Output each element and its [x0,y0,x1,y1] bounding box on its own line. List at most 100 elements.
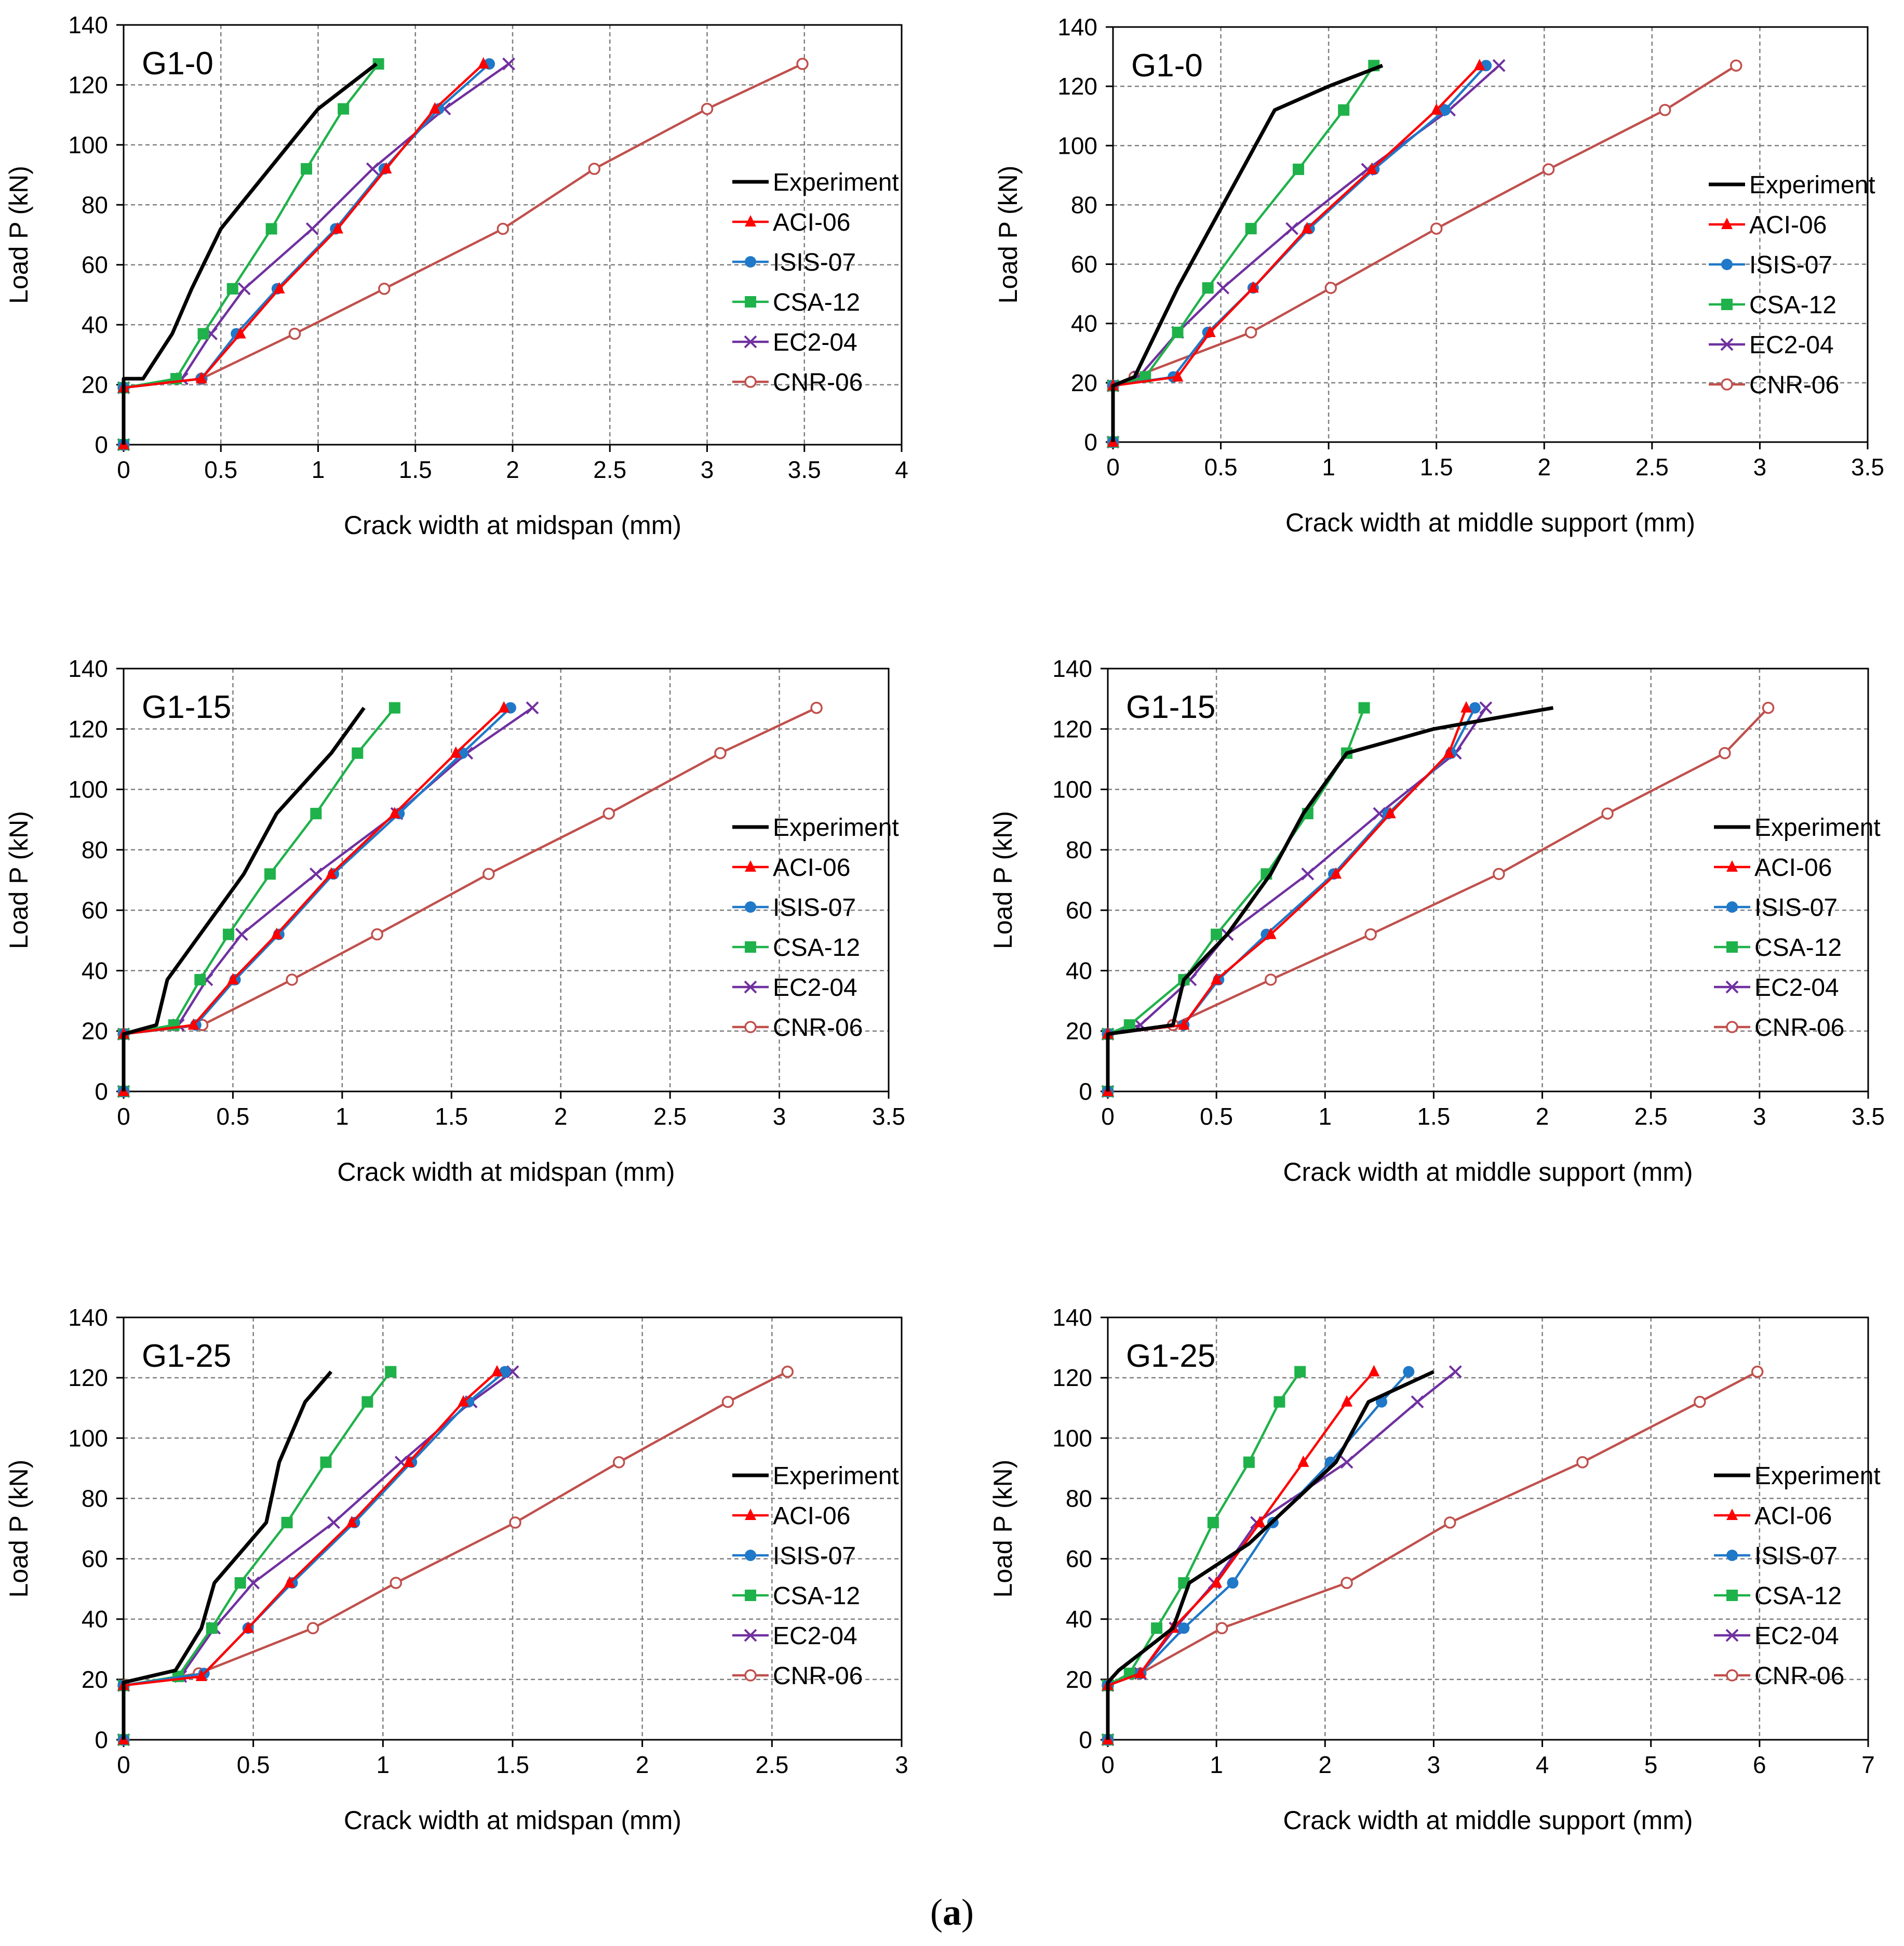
x-tick-label: 0.5 [237,1751,270,1778]
chart-panel-6: 0 1 2 3 4 5 6 7 0 20 40 60 80 100 120 140 Crack width at… [988,1304,1881,1835]
data-point [325,867,337,879]
legend-item-experiment: Experiment [732,1462,899,1490]
legend: Experiment ACI-06 ISIS-07 CSA-12 EC2-04 CNR-0… [1714,814,1881,1042]
data-point [242,1621,254,1633]
data-point [1659,104,1671,116]
data-point [1411,1395,1424,1409]
chart-panel-2: 0 0.5 1 1.5 2 2.5 3 3.5 0 20 40 60 80 100 120 140 Crack … [994,14,1884,537]
data-point [1123,1019,1135,1031]
data-point [1245,223,1257,235]
series-line [122,62,378,445]
legend-marker [1726,1509,1738,1520]
series-csa-12 [118,58,384,450]
x-tick-label: 4 [1536,1751,1549,1778]
legend-marker [745,215,756,226]
data-point [352,747,364,759]
series-line [122,707,366,1091]
data-point [1694,1395,1706,1408]
series-line [122,707,817,1091]
legend-item-ec2-04: EC2-04 [732,974,857,1002]
legend-item-ec2-04: EC2-04 [1709,331,1834,359]
series-csa-12 [1102,702,1370,1097]
legend-item-cnr-06: CNR-06 [732,1014,863,1042]
data-point [1324,282,1337,294]
data-point [1243,1456,1255,1468]
x-tick-label: 0.5 [204,456,237,483]
legend-item-experiment: Experiment [1709,171,1875,199]
legend-label: EC2-04 [1749,331,1834,359]
series-csa-12 [1102,1366,1306,1745]
legend-label: Experiment [773,169,899,196]
legend-marker [1726,1021,1738,1033]
x-tick-label: 0.5 [1200,1103,1233,1130]
legend-item-ec2-04: EC2-04 [732,1622,857,1650]
legend-label: Experiment [1754,814,1881,842]
data-point [1293,163,1305,175]
legend-label: CSA-12 [773,289,860,316]
x-tick-label: 3 [895,1751,908,1778]
data-point [1204,325,1216,337]
data-point [1244,326,1257,339]
x-tick-label: 1 [377,1751,390,1778]
x-tick-label: 2 [554,1103,568,1130]
x-tick-label: 2 [1536,1103,1549,1130]
data-point [1340,1456,1353,1469]
legend-label: CSA-12 [1754,1582,1842,1610]
x-tick-label: 0 [1101,1103,1115,1130]
legend-item-isis-07: ISIS-07 [1714,894,1838,922]
legend-label: ACI-06 [773,1502,850,1530]
legend-item-aci-06: ACI-06 [732,854,850,882]
series-aci-06 [1102,1365,1380,1744]
data-point [497,222,509,235]
legend-item-csa-12: CSA-12 [1709,291,1836,319]
chart-panel-5: 0 0.5 1 1.5 2 2.5 3 0 20 40 60 80 100 120 140 Crack wid… [4,1304,908,1835]
series-experiment [1106,706,1554,1091]
legend-item-ec2-04: EC2-04 [1714,1622,1839,1650]
legend-marker [1726,941,1738,953]
x-tick-label: 1.5 [496,1751,529,1778]
legend-label: ISIS-07 [1754,894,1838,922]
data-point [1273,1396,1285,1408]
data-point [1202,282,1214,294]
data-point [1460,701,1472,713]
data-point [301,163,313,175]
legend-label: CSA-12 [1754,934,1842,962]
y-tick-label: 20 [82,371,108,398]
data-point [366,162,379,176]
x-tick-label: 0 [1101,1751,1115,1778]
x-tick-label: 1 [1210,1751,1223,1778]
legend-marker [1725,980,1739,994]
data-point [1469,702,1481,714]
data-point [502,57,515,71]
figure-caption: (a) [0,1891,1904,1934]
data-point [234,327,246,339]
series-line [122,1370,788,1740]
legend-item-csa-12: CSA-12 [732,1582,860,1610]
y-tick-label: 60 [1066,1545,1092,1572]
legend-item-csa-12: CSA-12 [1714,1582,1842,1610]
y-tick-label: 60 [82,1545,108,1572]
legend-item-experiment: Experiment [732,169,899,196]
x-tick-label: 2 [1537,454,1551,481]
y-tick-label: 20 [82,1018,108,1045]
legend-marker [745,1590,756,1601]
series-line [1106,707,1487,1091]
plot-frame [1107,1316,1869,1741]
legend-marker [1726,1669,1738,1682]
x-tick-label: 2.5 [1635,454,1669,481]
data-point [796,58,809,70]
legend-label: ACI-06 [1754,854,1832,882]
data-point [338,103,350,115]
legend-item-csa-12: CSA-12 [732,289,860,316]
gridlines [124,25,902,445]
series-line [1106,1370,1456,1740]
y-tick-label: 80 [1066,836,1092,863]
panel-title: G1-0 [142,46,213,82]
legend-item-experiment: Experiment [1714,814,1881,842]
series-ec2-04 [1106,59,1506,449]
data-point [1172,326,1184,338]
data-point [187,1018,199,1030]
x-tick-label: 2.5 [755,1751,788,1778]
y-tick-label: 80 [82,191,108,218]
data-point [385,1366,397,1378]
